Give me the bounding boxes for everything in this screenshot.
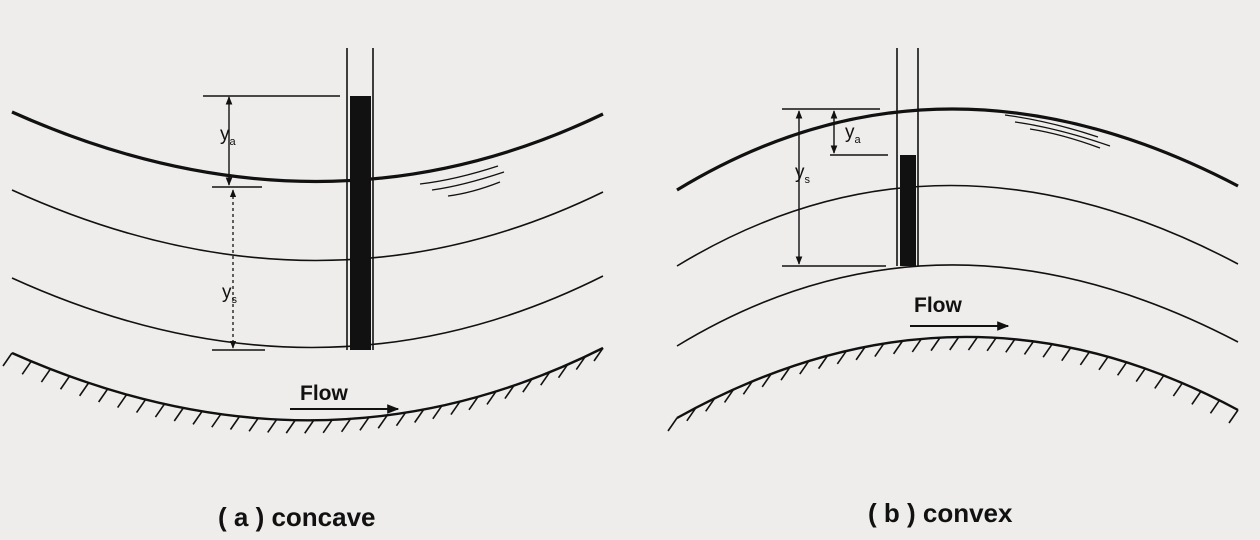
concave-flow-label: Flow xyxy=(300,382,348,405)
hatch-tick xyxy=(986,337,997,352)
convex-free-surface xyxy=(676,107,1239,192)
concave-ya-label: ya xyxy=(220,124,237,148)
hatch-tick xyxy=(1172,382,1184,397)
hatch-tick xyxy=(1116,361,1128,376)
hatch-tick xyxy=(1209,399,1221,414)
hatch-tick xyxy=(116,394,128,409)
concave-streamline-1 xyxy=(11,189,604,262)
convex-channel-bed xyxy=(676,335,1239,420)
hatch-tick xyxy=(504,385,515,400)
convex-piezometer-water-column xyxy=(900,155,916,266)
hatch-tick xyxy=(414,409,425,423)
hatch-tick xyxy=(229,416,241,430)
hatch-tick xyxy=(377,414,388,429)
hatch-tick xyxy=(304,419,315,434)
convex-ys-label: ys xyxy=(795,162,811,186)
hatch-tick xyxy=(97,388,109,403)
hatch-tick xyxy=(1154,375,1165,389)
hatch-tick xyxy=(267,419,278,433)
hatch-tick xyxy=(930,337,941,352)
hatch-tick xyxy=(911,338,922,353)
convex-piezometer xyxy=(896,48,919,266)
hatch-tick xyxy=(395,412,407,427)
concave-piezometer xyxy=(346,48,374,350)
panel-concave: ya ys Flow ( a ) concave xyxy=(2,48,604,532)
hatch-tick xyxy=(40,368,52,383)
hatch-tick xyxy=(540,371,551,386)
hatch-tick xyxy=(173,407,184,422)
concave-ys-label: ys xyxy=(222,282,238,306)
hatch-tick xyxy=(135,399,147,414)
hatch-tick xyxy=(1023,340,1035,355)
hatch-tick xyxy=(667,417,678,432)
hatch-tick xyxy=(211,413,222,428)
hatch-tick xyxy=(2,352,13,367)
hatch-tick xyxy=(450,401,461,416)
hatch-tick xyxy=(522,378,533,393)
hatch-tick xyxy=(154,403,166,418)
concave-caption: ( a ) concave xyxy=(218,502,376,532)
convex-streamline-1 xyxy=(676,184,1239,267)
concave-bed-hatching xyxy=(2,347,604,434)
hatch-tick xyxy=(1061,347,1072,362)
concave-streamline-2 xyxy=(11,275,604,349)
hatch-tick xyxy=(59,375,71,390)
hatch-tick xyxy=(1098,356,1109,371)
hatch-tick xyxy=(799,360,810,375)
hatch-tick xyxy=(432,405,443,420)
hatch-tick xyxy=(359,416,370,431)
convex-ya-label: ya xyxy=(845,122,862,146)
hatch-tick xyxy=(780,366,791,381)
hatch-tick xyxy=(1042,343,1053,358)
hatch-tick xyxy=(248,417,259,432)
hatch-tick xyxy=(1191,390,1202,405)
hatch-tick xyxy=(892,340,904,355)
hatch-tick xyxy=(1005,338,1016,353)
hatch-tick xyxy=(340,418,352,433)
hatch-tick xyxy=(723,389,735,403)
hatch-tick xyxy=(761,373,772,388)
convex-streamline-2 xyxy=(676,264,1239,347)
convex-caption: ( b ) convex xyxy=(868,498,1013,528)
panel-convex: ya ys Flow ( b ) convex xyxy=(667,48,1239,528)
convex-bed-hatching xyxy=(667,336,1239,432)
hatch-tick xyxy=(817,355,829,370)
hatch-tick xyxy=(21,360,32,375)
hatch-tick xyxy=(593,347,604,362)
convex-flow-label: Flow xyxy=(914,294,962,317)
hatch-tick xyxy=(705,397,716,412)
hatch-tick xyxy=(1135,368,1146,383)
hatch-tick xyxy=(322,419,333,434)
concave-surface-ripples xyxy=(419,165,505,197)
hatch-tick xyxy=(78,382,90,397)
hatch-tick xyxy=(967,336,979,351)
hatch-tick xyxy=(836,350,848,365)
hatch-tick xyxy=(1079,351,1091,366)
hatch-tick xyxy=(486,390,497,405)
concave-free-surface xyxy=(11,110,604,184)
hatch-tick xyxy=(686,407,697,422)
hatch-tick xyxy=(949,336,960,351)
hatch-tick xyxy=(1228,409,1239,424)
hatch-tick xyxy=(575,356,586,371)
hatch-tick xyxy=(855,346,866,361)
convex-surface-ripples xyxy=(1004,114,1111,149)
hatch-tick xyxy=(874,343,885,357)
hatch-tick xyxy=(557,364,569,379)
hatch-tick xyxy=(192,410,203,425)
hatch-tick xyxy=(742,380,754,395)
concave-piezometer-water-column xyxy=(350,96,371,350)
hatch-tick xyxy=(285,419,296,434)
hatch-tick xyxy=(468,396,479,411)
